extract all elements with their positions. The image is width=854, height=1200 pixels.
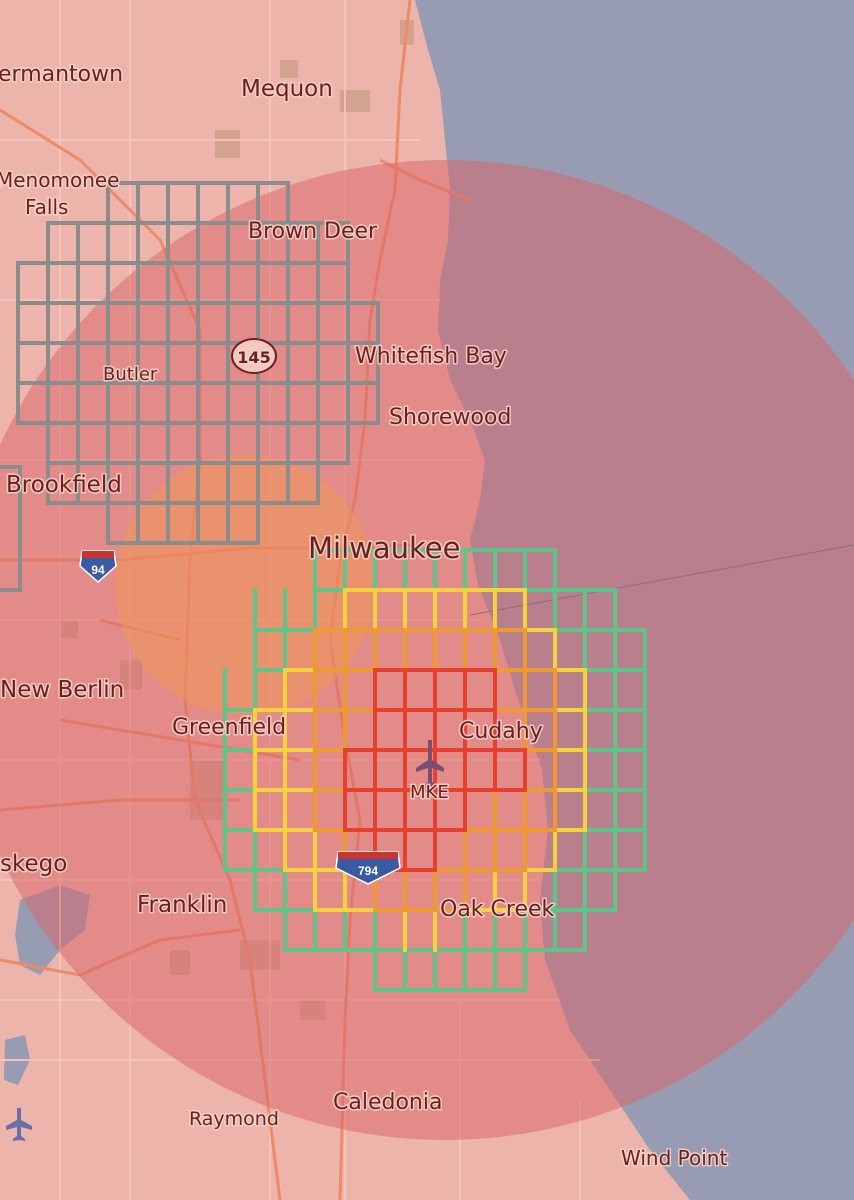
interstate-794-label: 794 [358,864,378,878]
route-145-shield: 145 [231,338,277,374]
grid-red [343,668,527,872]
label-menomonee-falls-line2: Falls [25,195,68,219]
label-muskego: skego [0,851,67,877]
label-caledonia: Caledonia [333,1090,442,1115]
label-germantown: ermantown [0,62,123,87]
interstate-94-label: 94 [91,563,105,577]
interstate-794-shield: 794 [335,851,401,885]
label-raymond: Raymond [189,1108,279,1130]
label-milwaukee: Milwaukee [308,531,460,565]
airport-icon-raymond[interactable] [6,1108,32,1141]
label-shorewood: Shorewood [389,405,511,430]
label-butler: Butler [103,364,158,385]
label-wind-point: Wind Point [621,1146,727,1170]
label-mequon: Mequon [241,76,333,102]
interstate-94-shield: 94 [79,550,117,584]
label-franklin: Franklin [137,892,227,918]
label-brown-deer: Brown Deer [248,219,378,244]
bearing-line [469,544,854,616]
place-labels: ermantown Mequon Menomonee Falls Brown D… [0,61,729,1172]
label-cudahy: Cudahy [459,719,543,744]
label-menomonee-falls-line1: Menomonee [0,168,119,192]
coverage-circle-large [0,160,854,1140]
coverage-circle-small [115,455,375,715]
label-greenfield: Greenfield [172,715,286,740]
label-oak-creek: Oak Creek [440,897,555,922]
airport-icon[interactable] [416,740,444,789]
label-new-berlin: New Berlin [0,677,124,703]
label-whitefish-bay: Whitefish Bay [355,344,507,369]
route-145-label: 145 [237,348,270,367]
label-brookfield: Brookfield [6,472,122,498]
label-mke: MKE [410,782,449,803]
